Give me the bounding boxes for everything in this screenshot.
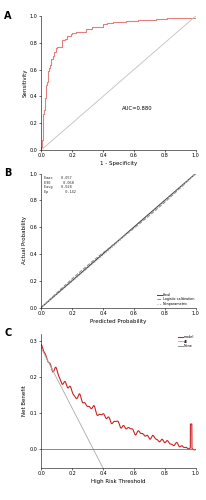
Text: B: B — [4, 168, 12, 178]
Y-axis label: Sensitivity: Sensitivity — [22, 68, 27, 97]
Legend: model, All, None: model, All, None — [178, 335, 194, 348]
Text: C: C — [4, 328, 11, 338]
X-axis label: Predicted Probability: Predicted Probability — [90, 319, 147, 324]
Text: Emax    0.057
E90      0.068
Eavg    0.028
Ep        0.142: Emax 0.057 E90 0.068 Eavg 0.028 Ep 0.142 — [44, 176, 76, 194]
Y-axis label: Actual Probability: Actual Probability — [22, 216, 27, 264]
Text: AUC=0.880: AUC=0.880 — [122, 106, 152, 111]
X-axis label: 1 - Specificity: 1 - Specificity — [100, 161, 137, 166]
Text: A: A — [4, 10, 12, 20]
Y-axis label: Net Benefit: Net Benefit — [22, 385, 27, 416]
Legend: Ideal, Logistic calibration, Nonparametric: Ideal, Logistic calibration, Nonparametr… — [157, 293, 194, 306]
X-axis label: High Risk Threshold: High Risk Threshold — [91, 479, 146, 484]
